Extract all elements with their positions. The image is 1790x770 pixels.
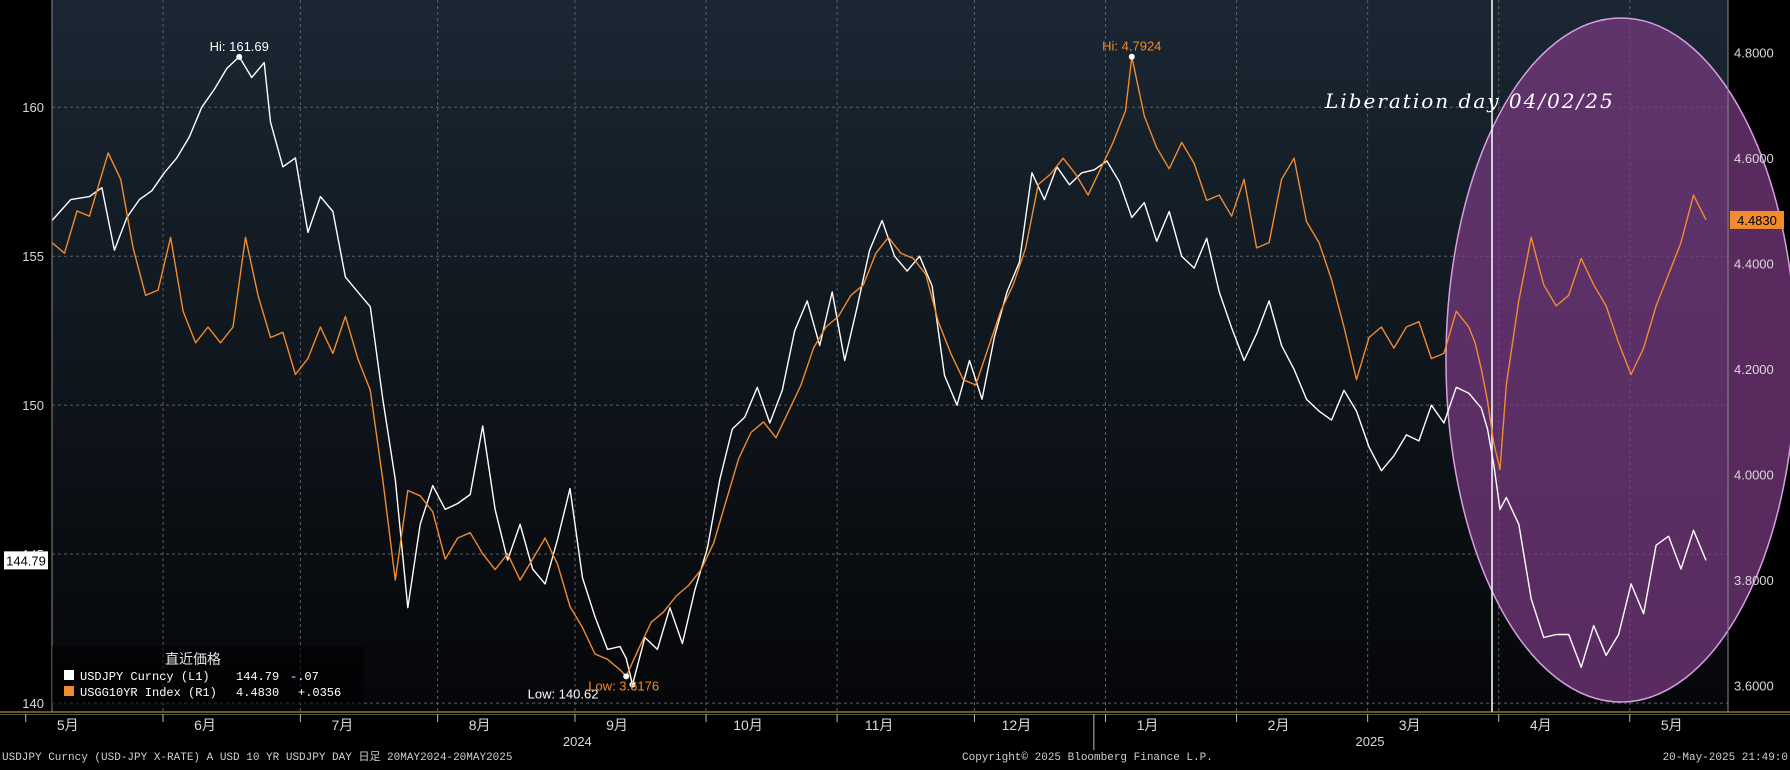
usdjpy-low-label: Low: 140.62: [528, 687, 599, 702]
legend-item-yield[interactable]: USGG10YR Index (R1) 4.4830 +.0356: [64, 686, 341, 700]
highlight-layer: [1445, 0, 1790, 712]
x-year-label: 2024: [563, 734, 592, 749]
axis-layer: 1401451501551603.60003.80004.00004.20004…: [0, 0, 1790, 750]
last-left-tag-label: 144.79: [6, 553, 46, 568]
last-left-tag: [4, 551, 48, 570]
right-tick-label: 4.0000: [1734, 468, 1774, 483]
last-right-tag-label: 4.4830: [1737, 213, 1777, 228]
legend-last-yield: 4.4830: [236, 686, 279, 700]
x-month-label: 5月: [57, 717, 79, 733]
x-month-label: 12月: [1002, 717, 1032, 733]
footer: USDJPY Curncy (USD-JPY X-RATE) A USD 10 …: [2, 751, 1788, 764]
left-tick-label: 150: [22, 398, 44, 413]
legend-swatch-usdjpy: [64, 670, 74, 680]
legend-swatch-yield: [64, 686, 74, 696]
footer-left: USDJPY Curncy (USD-JPY X-RATE) A USD 10 …: [2, 751, 512, 764]
right-tick-label: 3.6000: [1734, 679, 1774, 694]
right-tick-label: 4.4000: [1734, 257, 1774, 272]
x-axis-band: [0, 712, 1790, 750]
legend-background: [52, 646, 364, 704]
left-tick-label: 160: [22, 100, 44, 115]
last-right-tag: [1730, 210, 1784, 229]
liberation-day-highlight-ellipse: [1445, 17, 1790, 703]
x-month-label: 7月: [331, 717, 353, 733]
yield-low-dot: [623, 673, 630, 680]
x-month-label: 1月: [1137, 717, 1159, 733]
series-line-yield: [51, 56, 1707, 677]
usdjpy-high-label: Hi: 161.69: [210, 39, 269, 54]
usdjpy-low-dot: [629, 681, 636, 688]
x-month-label: 8月: [469, 717, 491, 733]
legend-item-usdjpy[interactable]: USDJPY Curncy (L1) 144.79 -.07: [64, 670, 319, 684]
legend: 直近価格 USDJPY Curncy (L1) 144.79 -.07 USGG…: [52, 646, 364, 704]
left-tick-label: 155: [22, 249, 44, 264]
x-month-label: 9月: [606, 717, 628, 733]
x-month-label: 6月: [194, 717, 216, 733]
right-tick-label: 4.2000: [1734, 362, 1774, 377]
yield-high-dot: [1128, 53, 1135, 60]
event-label: Liberation day 04/02/25: [1324, 89, 1615, 113]
x-month-label: 5月: [1661, 717, 1683, 733]
x-month-label: 10月: [733, 717, 763, 733]
legend-name-yield: USGG10YR Index (R1): [80, 686, 217, 700]
series-layer: [51, 55, 1707, 686]
legend-change-usdjpy: -.07: [290, 670, 319, 684]
yield-high-label: Hi: 4.7924: [1102, 39, 1161, 54]
usdjpy-high-dot: [236, 53, 243, 60]
right-tick-label: 4.6000: [1734, 151, 1774, 166]
yield-low-label: Low: 3.6176: [588, 678, 659, 693]
footer-right: 20-May-2025 21:49:0: [1663, 752, 1788, 764]
x-month-label: 2月: [1268, 717, 1290, 733]
legend-name-usdjpy: USDJPY Curncy (L1): [80, 670, 210, 684]
right-tick-label: 3.8000: [1734, 573, 1774, 588]
footer-center: Copyright© 2025 Bloomberg Finance L.P.: [962, 752, 1213, 764]
x-month-label: 4月: [1530, 717, 1552, 733]
legend-last-usdjpy: 144.79: [236, 670, 279, 684]
x-month-label: 11月: [865, 717, 894, 733]
x-month-label: 3月: [1399, 717, 1421, 733]
left-tick-label: 140: [22, 696, 44, 711]
x-year-label: 2025: [1356, 734, 1385, 749]
legend-change-yield: +.0356: [298, 686, 341, 700]
legend-title: 直近価格: [165, 651, 221, 667]
right-tick-label: 4.8000: [1734, 46, 1774, 61]
